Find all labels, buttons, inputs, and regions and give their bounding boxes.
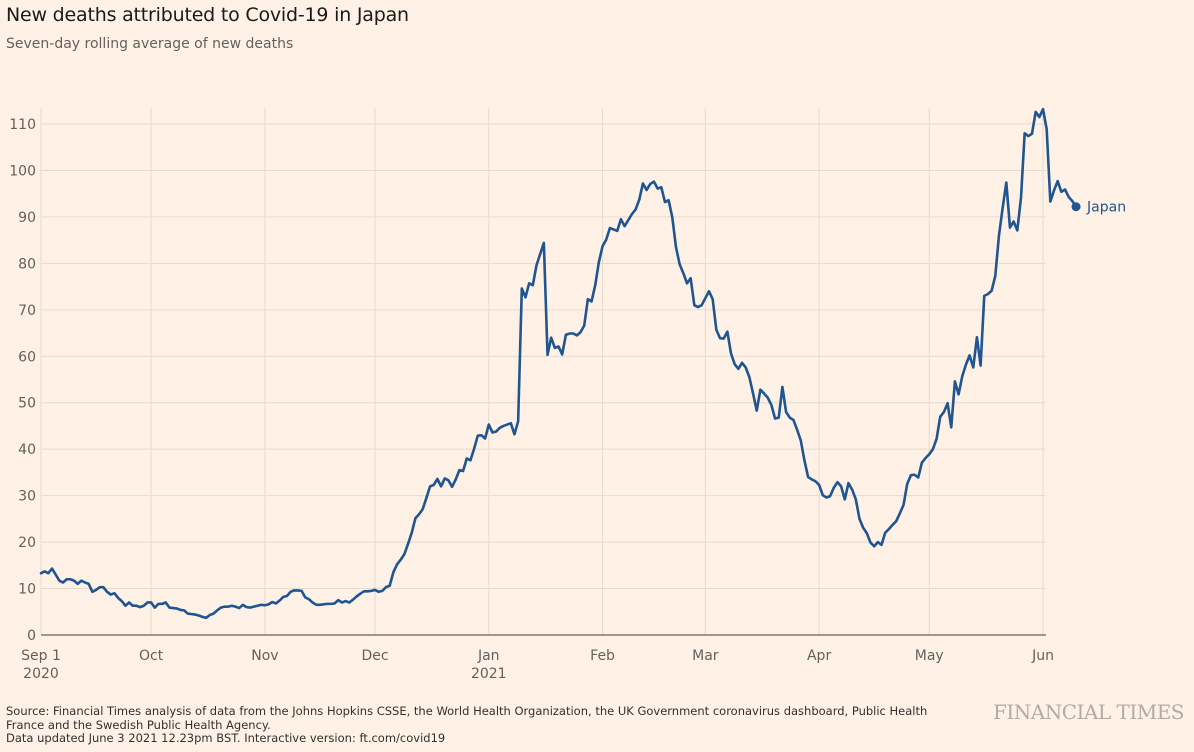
series-end-label: Japan (1086, 200, 1126, 216)
x-tick-label: Nov (251, 648, 278, 664)
x-tick-label: Mar (692, 648, 719, 664)
y-tick-label: 60 (18, 349, 36, 365)
y-tick-label: 30 (18, 489, 36, 505)
x-tick-label: Dec (361, 648, 388, 664)
series-layer: Japan (39, 107, 1126, 620)
series-end-marker (1071, 202, 1081, 212)
y-tick-label: 100 (9, 163, 36, 179)
y-tick-label: 80 (18, 256, 36, 272)
chart-title: New deaths attributed to Covid-19 in Jap… (6, 4, 409, 26)
x-tick-label: Apr (807, 648, 831, 664)
y-tick-label: 90 (18, 210, 36, 226)
axes: 0 10 20 30 40 50 60 70 80 90 100 110 Sep 1 2020 Oct Nov… (9, 117, 1054, 682)
y-tick-label: 10 (18, 582, 36, 598)
x-tick-label: Jun (1031, 648, 1054, 664)
gridlines (40, 108, 1046, 635)
source-text: Source: Financial Times analysis of data… (6, 704, 928, 732)
ft-brand-logo: FINANCIAL TIMES (992, 700, 1185, 724)
x-tick-label: Sep 1 (21, 648, 61, 664)
x-tick-label: Oct (139, 648, 164, 664)
y-tick-label: 0 (27, 628, 36, 644)
x-tick-sublabel: 2021 (471, 666, 507, 682)
y-tick-label: 20 (18, 535, 36, 551)
series-line-japan (39, 107, 1078, 620)
x-tick-label: May (915, 648, 944, 664)
y-tick-label: 70 (18, 303, 36, 319)
data-updated-text: Data updated June 3 2021 12.23pm BST. In… (6, 731, 446, 745)
x-tick-label: Feb (590, 648, 615, 664)
chart-subtitle: Seven-day rolling average of new deaths (6, 36, 294, 52)
y-tick-label: 110 (9, 117, 36, 133)
source-note: Source: Financial Times analysis of data… (6, 704, 966, 746)
y-tick-label: 50 (18, 396, 36, 412)
y-tick-label: 40 (18, 442, 36, 458)
x-tick-label: Jan (477, 648, 500, 664)
x-tick-sublabel: 2020 (23, 666, 59, 682)
